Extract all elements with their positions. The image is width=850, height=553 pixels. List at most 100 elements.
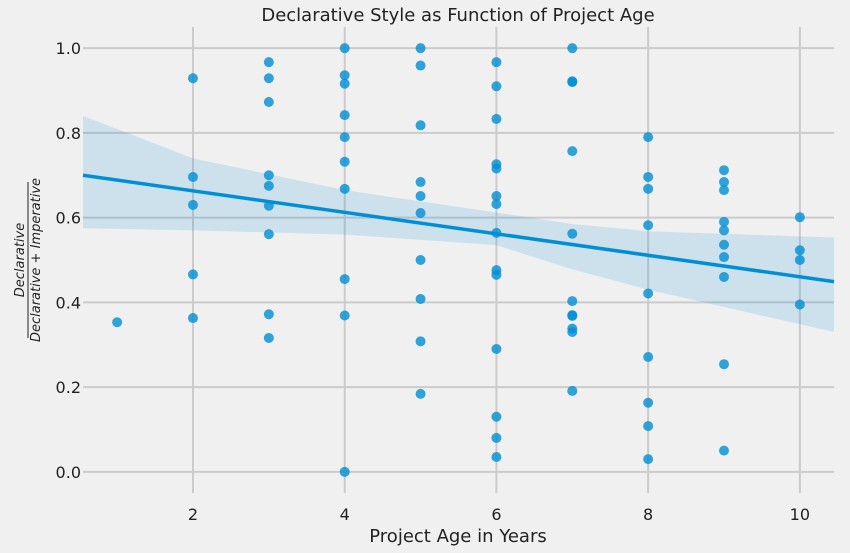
- data-point-37: [491, 113, 502, 124]
- data-point-18: [339, 110, 350, 121]
- data-point-79: [794, 212, 805, 223]
- y-tick-label-2: 0.4: [56, 293, 81, 312]
- data-point-28: [415, 177, 426, 188]
- data-point-46: [491, 411, 502, 422]
- x-tick-label-2: 6: [491, 505, 501, 524]
- data-point-66: [643, 397, 654, 408]
- data-point-76: [719, 271, 730, 282]
- data-point-24: [339, 466, 350, 477]
- y-tick-label-5: 1.0: [56, 39, 81, 58]
- data-point-81: [794, 255, 805, 265]
- data-point-0: [112, 317, 123, 328]
- data-point-20: [339, 156, 350, 167]
- y-tick-label-1: 0.2: [56, 378, 81, 397]
- data-point-15: [339, 43, 350, 54]
- data-point-48: [491, 451, 502, 462]
- data-point-14: [263, 332, 274, 343]
- data-point-78: [719, 445, 730, 456]
- data-point-29: [415, 191, 426, 202]
- data-point-16: [339, 70, 350, 81]
- data-point-32: [415, 293, 426, 304]
- data-point-58: [567, 327, 578, 338]
- y-tick-labels: 0.0 0.2 0.4 0.6 0.8 1.0: [56, 39, 81, 482]
- data-point-70: [719, 177, 730, 188]
- data-point-56: [567, 310, 578, 321]
- data-point-26: [415, 60, 426, 71]
- data-point-47: [491, 432, 502, 443]
- data-point-62: [643, 183, 654, 194]
- data-point-51: [567, 77, 578, 88]
- y-axis-label-denominator: Declarative + Imperative: [29, 178, 44, 342]
- data-point-53: [567, 228, 578, 239]
- data-point-73: [719, 225, 730, 236]
- data-point-3: [187, 199, 198, 210]
- data-point-69: [719, 165, 730, 176]
- data-point-11: [263, 200, 274, 211]
- data-point-45: [491, 343, 502, 354]
- data-point-44: [491, 269, 502, 280]
- y-axis-label: Declarative Declarative + Imperative: [13, 178, 44, 342]
- data-point-19: [339, 132, 350, 143]
- data-point-33: [415, 336, 426, 347]
- data-point-7: [263, 73, 274, 84]
- y-axis-label-numerator: Declarative: [13, 223, 28, 297]
- data-point-5: [187, 313, 198, 324]
- y-tick-label-0: 0.0: [56, 463, 81, 482]
- data-point-64: [643, 288, 654, 299]
- regression-line: [82, 173, 835, 284]
- data-point-60: [643, 132, 654, 143]
- data-point-1: [187, 73, 198, 84]
- data-point-72: [719, 216, 730, 227]
- x-tick-label-0: 2: [188, 505, 198, 524]
- data-point-34: [415, 388, 426, 399]
- data-point-75: [719, 252, 730, 263]
- data-point-39: [491, 163, 502, 174]
- x-tick-label-1: 4: [340, 505, 350, 524]
- data-point-25: [415, 43, 426, 54]
- x-tick-label-4: 10: [790, 505, 810, 524]
- data-point-8: [263, 96, 274, 107]
- data-point-22: [339, 274, 350, 285]
- x-axis-label: Project Age in Years: [369, 526, 546, 547]
- data-point-2: [187, 171, 198, 182]
- data-point-6: [263, 57, 274, 68]
- data-point-41: [491, 199, 502, 210]
- data-point-21: [339, 183, 350, 194]
- data-point-59: [567, 385, 578, 396]
- data-point-71: [719, 185, 730, 196]
- data-point-35: [491, 57, 502, 68]
- data-point-49: [567, 43, 578, 54]
- data-point-54: [567, 296, 578, 307]
- data-point-27: [415, 120, 426, 131]
- y-tick-label-3: 0.6: [56, 209, 81, 228]
- data-point-74: [719, 239, 730, 250]
- data-point-31: [415, 255, 426, 265]
- confidence-band: [83, 115, 834, 333]
- data-point-68: [643, 454, 654, 465]
- data-point-9: [263, 170, 274, 181]
- data-point-42: [491, 227, 502, 238]
- data-point-36: [491, 81, 502, 92]
- data-point-17: [339, 78, 350, 89]
- x-tick-label-3: 8: [643, 505, 653, 524]
- data-point-80: [794, 245, 805, 256]
- data-point-52: [567, 146, 578, 157]
- data-point-67: [643, 421, 654, 432]
- data-point-30: [415, 207, 426, 218]
- scatter-points: [112, 43, 805, 477]
- data-point-63: [643, 220, 654, 231]
- x-tick-labels: 2 4 6 8 10: [188, 505, 810, 524]
- data-point-12: [263, 229, 274, 240]
- data-point-40: [491, 191, 502, 202]
- chart-title: Declarative Style as Function of Project…: [261, 5, 654, 26]
- data-point-4: [187, 269, 198, 280]
- data-point-13: [263, 309, 274, 320]
- data-point-65: [643, 352, 654, 363]
- regression-line-layer: [82, 173, 835, 284]
- data-point-77: [719, 359, 730, 370]
- confidence-band-layer: [83, 115, 834, 333]
- data-point-82: [794, 299, 805, 310]
- data-point-23: [339, 310, 350, 321]
- data-point-61: [643, 171, 654, 182]
